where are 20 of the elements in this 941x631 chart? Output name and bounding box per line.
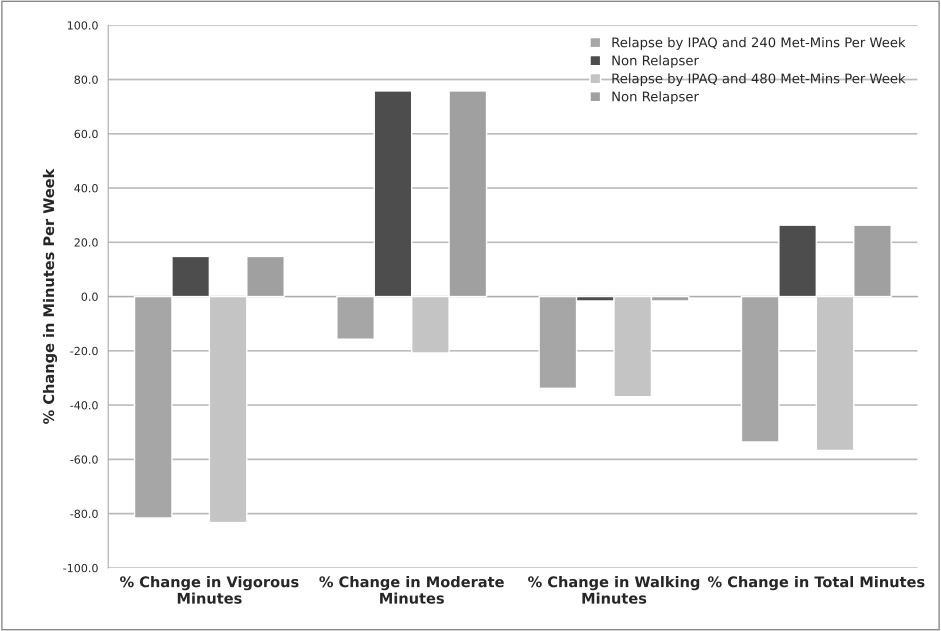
x-tick-label: % Change in Vigorous Minutes: [120, 576, 298, 604]
y-tick-label: 100.0: [68, 21, 98, 30]
y-tick-label: -60.0: [70, 455, 98, 464]
y-tick-label: 60.0: [74, 130, 98, 138]
y-tick-label: -40.0: [70, 401, 98, 410]
y-axis-title: % Change in Minutes Per Week: [42, 168, 58, 424]
legend-label: Non Relapser: [612, 91, 699, 104]
x-tick-label: % Change in Moderate Minutes: [319, 576, 504, 604]
y-tick-label: -100.0: [63, 564, 98, 572]
y-tick-label: -20.0: [70, 346, 98, 356]
legend-label: Non Relapser: [612, 55, 699, 68]
y-tick-label: 80.0: [74, 75, 98, 84]
y-tick-label: -80.0: [70, 510, 98, 518]
y-tick-label: 0.0: [82, 292, 98, 301]
y-tick-label: 20.0: [74, 238, 98, 247]
legend-label: Relapse by IPAQ and 480 Met-Mins Per Week: [612, 73, 906, 86]
x-tick-label: % Change in Walking Minutes: [528, 576, 700, 604]
x-tick-label: % Change in Total Minutes: [708, 576, 924, 590]
legend-label: Relapse by IPAQ and 240 Met-Mins Per Week: [612, 37, 906, 50]
y-tick-label: 40.0: [74, 184, 98, 192]
